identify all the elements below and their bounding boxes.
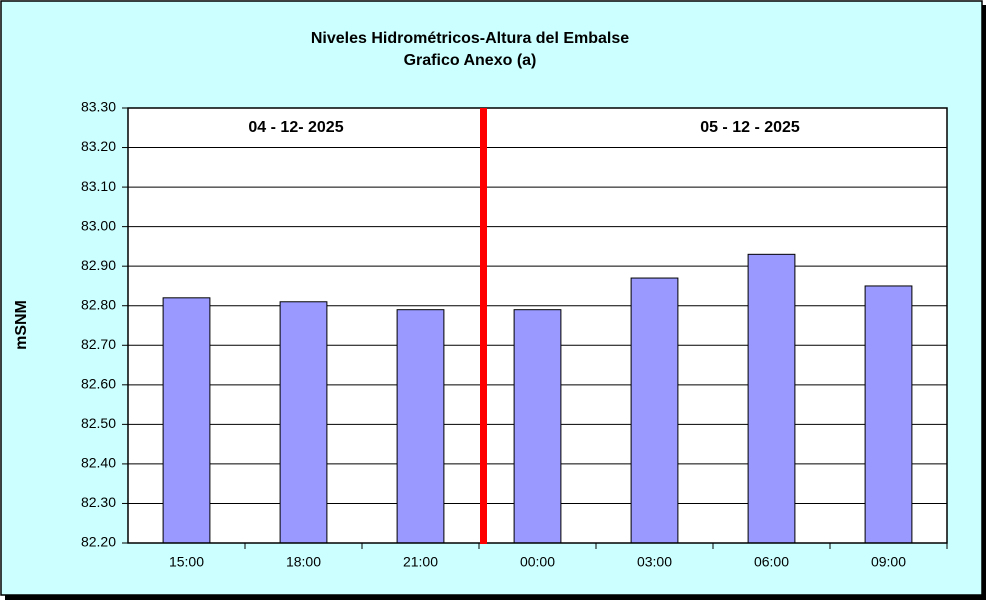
chart-title: Niveles Hidrométricos-Altura del Embalse: [311, 30, 629, 47]
bar: [513, 309, 562, 544]
x-tick-label: 09:00: [871, 554, 906, 570]
y-tick-label: 82.20: [81, 534, 116, 550]
bars: [162, 253, 913, 544]
chart-subtitle: Grafico Anexo (a): [404, 52, 537, 69]
bar: [162, 297, 211, 544]
x-tick-label: 21:00: [403, 554, 438, 570]
bar: [630, 277, 679, 544]
day-separator: [480, 108, 487, 544]
x-tick-label: 00:00: [520, 554, 555, 570]
y-tick-label: 83.10: [81, 178, 116, 194]
x-tick-label: 06:00: [754, 554, 789, 570]
plot-border: [127, 107, 948, 544]
x-tick-label: 03:00: [637, 554, 672, 570]
x-tick-label: 15:00: [169, 554, 204, 570]
bar: [279, 301, 328, 544]
bar: [747, 253, 796, 544]
y-tick-label: 83.30: [81, 99, 116, 115]
y-tick-label: 82.60: [81, 376, 116, 392]
y-tick-label: 82.40: [81, 455, 116, 471]
y-tick-label: 82.80: [81, 296, 116, 312]
date-annotation: 04 - 12- 2025: [248, 119, 343, 136]
y-tick-label: 82.30: [81, 494, 116, 510]
y-tick-label: 83.00: [81, 217, 116, 233]
y-tick-label: 82.70: [81, 336, 116, 352]
bar: [864, 285, 913, 544]
y-tick-label: 82.90: [81, 257, 116, 273]
bar: [396, 309, 445, 544]
y-tick-label: 83.20: [81, 138, 116, 154]
x-tick-label: 18:00: [286, 554, 321, 570]
date-annotation: 05 - 12 - 2025: [700, 119, 800, 136]
y-axis-label: mSNM: [13, 300, 30, 350]
y-tick-label: 82.50: [81, 415, 116, 431]
